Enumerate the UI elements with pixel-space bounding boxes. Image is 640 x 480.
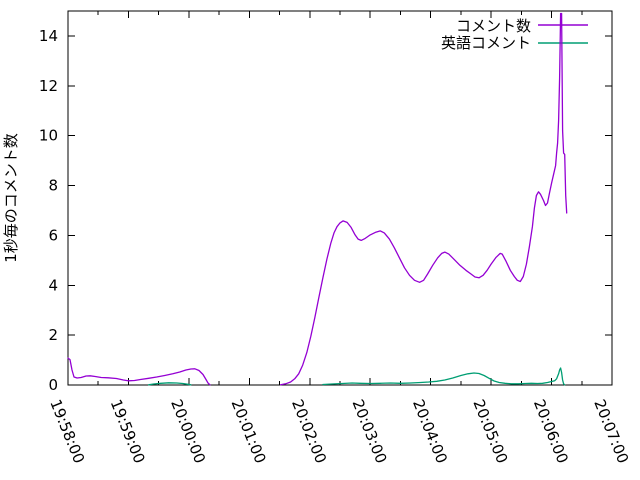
x-tick-label: 20:05:00 xyxy=(469,397,511,466)
y-tick-label: 4 xyxy=(48,276,58,294)
y-tick-label: 6 xyxy=(48,226,58,244)
data-series xyxy=(67,12,568,386)
series-line-comments xyxy=(279,12,568,386)
x-tick-label: 20:07:00 xyxy=(590,397,632,466)
y-axis-label: 1秒毎のコメント数 xyxy=(2,133,20,263)
y-tick-label: 2 xyxy=(48,326,58,344)
y-tick-label: 12 xyxy=(39,77,58,95)
axes: 0 2 4 6 8 10 12 14 19:58:00 19:59:00 20:00:00 20:01… xyxy=(39,11,632,466)
y-tick-label: 14 xyxy=(39,27,58,45)
legend: コメント数 英語コメント xyxy=(441,17,588,52)
y-tick-label: 8 xyxy=(48,177,58,195)
y-tick-label: 0 xyxy=(48,376,58,394)
series-line-english-comments xyxy=(147,382,192,386)
x-tick-label: 20:04:00 xyxy=(409,397,451,466)
x-tick-label: 20:03:00 xyxy=(348,397,390,466)
legend-label-comments: コメント数 xyxy=(456,17,531,35)
plot-frame xyxy=(67,10,613,386)
series-line-english-comments xyxy=(322,367,566,386)
x-tick-label: 20:01:00 xyxy=(228,397,270,466)
series-line-comments xyxy=(67,357,211,386)
x-tick-label: 20:00:00 xyxy=(167,397,209,466)
x-tick-label: 19:59:00 xyxy=(107,397,149,466)
legend-label-english-comments: 英語コメント xyxy=(441,34,531,52)
x-tick-label: 20:06:00 xyxy=(530,397,572,466)
y-tick-label: 10 xyxy=(39,127,58,145)
x-tick-label: 19:58:00 xyxy=(46,397,88,466)
x-tick-label: 20:02:00 xyxy=(288,397,330,466)
